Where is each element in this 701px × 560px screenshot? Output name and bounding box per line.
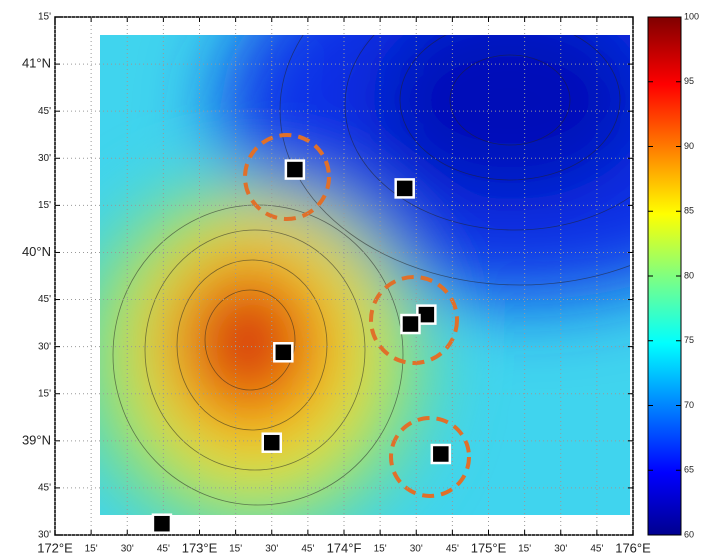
colorbar-label: 75 bbox=[684, 335, 694, 345]
y-tick-label: 15' bbox=[38, 388, 51, 399]
colorbar-label: 80 bbox=[684, 270, 694, 280]
colorbar-label: 85 bbox=[684, 206, 694, 216]
field bbox=[100, 35, 630, 515]
x-tick-label: 176°E bbox=[615, 540, 651, 555]
x-tick-label: 30' bbox=[121, 544, 134, 555]
highlight-circle bbox=[369, 275, 459, 365]
colorbar-label: 70 bbox=[684, 400, 694, 410]
y-tick-label: 30' bbox=[38, 530, 51, 541]
y-tick-label: 30' bbox=[38, 341, 51, 352]
x-tick-label: 175°E bbox=[471, 540, 507, 555]
y-tick-label: 15' bbox=[38, 200, 51, 211]
y-tick-label: 15' bbox=[38, 12, 51, 23]
x-tick-label: 15' bbox=[374, 544, 387, 555]
y-tick-label: 45' bbox=[38, 483, 51, 494]
y-tick-label: 45' bbox=[38, 106, 51, 117]
highlight-circle bbox=[389, 416, 471, 498]
x-tick-label: 15' bbox=[85, 544, 98, 555]
x-tick-label: 30' bbox=[410, 544, 423, 555]
x-tick-label: 30' bbox=[554, 544, 567, 555]
x-tick-label: 45' bbox=[446, 544, 459, 555]
colorbar-label: 95 bbox=[684, 76, 694, 86]
y-tick-label: 40°N bbox=[22, 244, 51, 259]
y-tick-label: 39°N bbox=[22, 432, 51, 447]
station-marker bbox=[394, 178, 415, 199]
x-tick-label: 30' bbox=[265, 544, 278, 555]
colorbar-label: 100 bbox=[684, 11, 699, 21]
station-marker bbox=[284, 159, 306, 180]
colorbar-label: 65 bbox=[684, 465, 694, 475]
station-marker bbox=[151, 513, 173, 534]
highlight-circle bbox=[243, 133, 331, 221]
station-marker bbox=[400, 313, 421, 335]
station-marker bbox=[261, 432, 282, 453]
colorbar-label: 90 bbox=[684, 141, 694, 151]
y-tick-label: 30' bbox=[38, 153, 51, 164]
station-marker bbox=[430, 443, 452, 465]
colorbar-label: 60 bbox=[684, 529, 694, 539]
x-tick-label: 45' bbox=[590, 544, 603, 555]
y-tick-label: 41°N bbox=[22, 56, 51, 71]
x-tick-label: 172°E bbox=[37, 540, 73, 555]
x-tick-label: 15' bbox=[518, 544, 531, 555]
station-marker bbox=[273, 342, 294, 363]
x-tick-label: 15' bbox=[229, 544, 242, 555]
x-tick-label: 173°E bbox=[182, 540, 218, 555]
y-tick-label: 45' bbox=[38, 294, 51, 305]
x-tick-label: 45' bbox=[301, 544, 314, 555]
x-tick-label: 45' bbox=[157, 544, 170, 555]
x-tick-label: 174°F bbox=[327, 540, 362, 555]
